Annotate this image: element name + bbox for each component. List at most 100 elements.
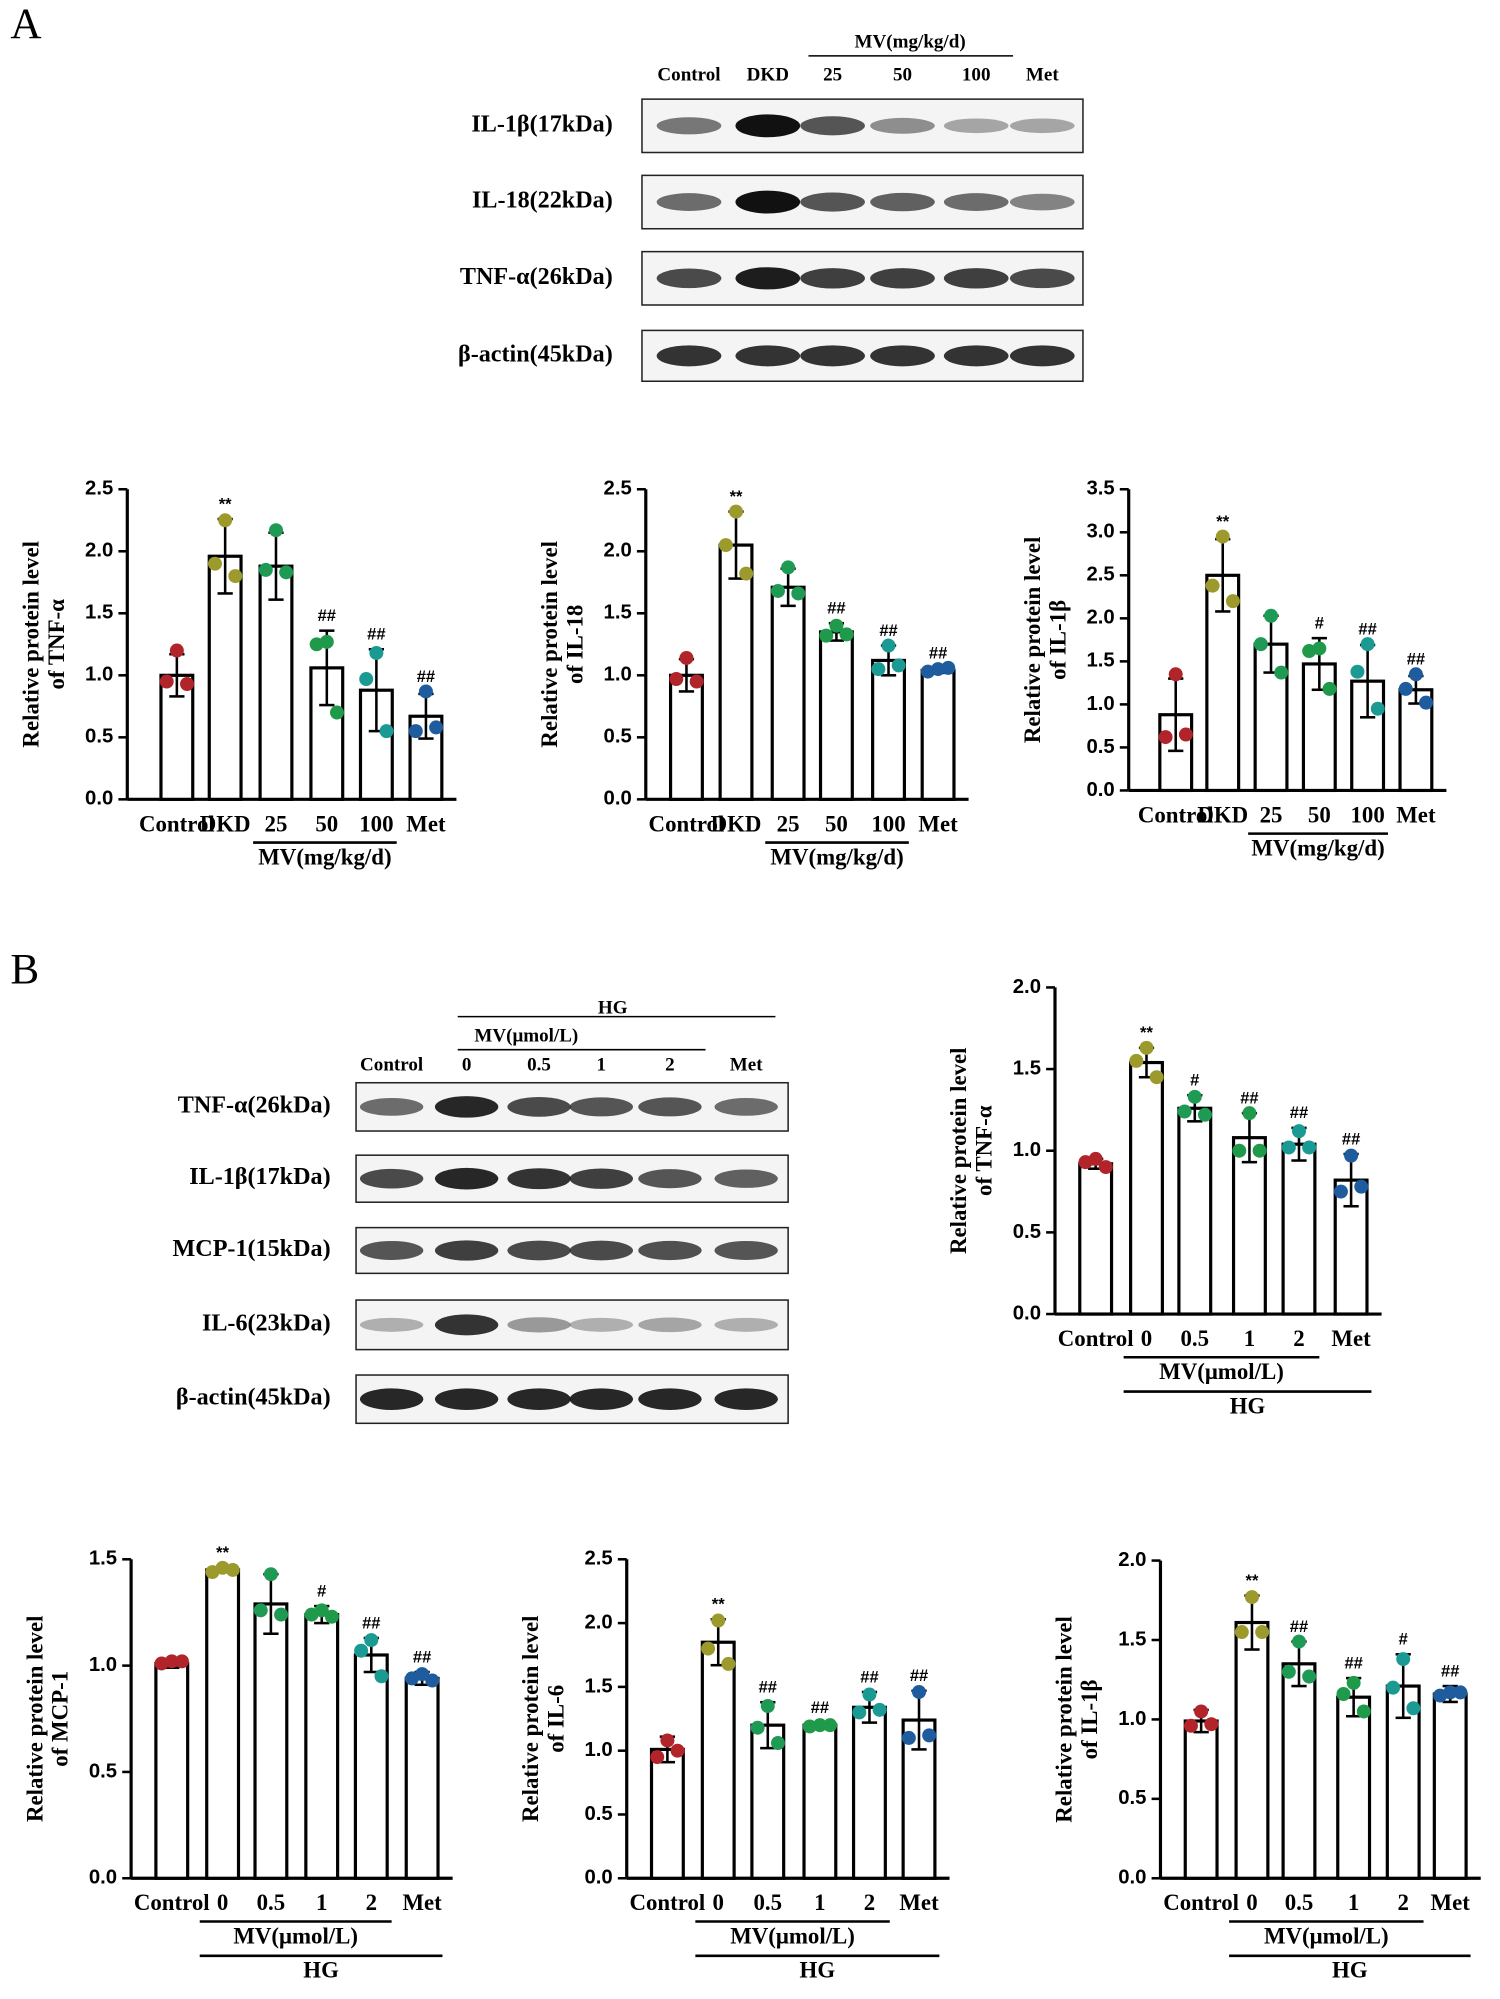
significance: ## xyxy=(362,1613,380,1632)
data-point xyxy=(1264,608,1279,623)
lane-label: Control xyxy=(657,65,720,86)
y-tick-label: 3.5 xyxy=(1086,478,1114,500)
group-label: HG xyxy=(1332,1958,1368,1983)
y-tick-label: 0.0 xyxy=(1118,1867,1146,1889)
data-point xyxy=(650,1750,665,1765)
data-point xyxy=(1281,1140,1296,1155)
x-tick-label: 0.5 xyxy=(1285,1890,1314,1915)
blot-band xyxy=(656,345,722,367)
group-label: MV(μmol/L) xyxy=(233,1923,358,1948)
bar xyxy=(1129,1060,1164,1316)
significance: ## xyxy=(879,621,897,640)
data-point xyxy=(1346,1675,1361,1690)
blot-band xyxy=(638,1169,702,1189)
blot-band xyxy=(569,1388,633,1410)
data-point xyxy=(408,724,423,739)
significance: ## xyxy=(827,599,845,618)
x-tick-label: DKD xyxy=(711,811,762,836)
significance: ** xyxy=(712,1595,725,1614)
data-point xyxy=(941,660,956,675)
x-tick-label: Met xyxy=(402,1890,442,1915)
data-point xyxy=(872,1702,887,1717)
bar xyxy=(253,1602,289,1880)
blot-band xyxy=(507,1168,571,1190)
data-point xyxy=(268,523,283,538)
data-point xyxy=(324,1609,339,1624)
y-tick-label: 0.0 xyxy=(89,1867,117,1889)
x-tick-label: Control xyxy=(1138,802,1214,827)
blot-band xyxy=(1009,345,1075,367)
data-point xyxy=(1292,1124,1306,1139)
bar xyxy=(1281,1142,1317,1316)
data-point xyxy=(920,664,935,679)
x-tick-label: 0 xyxy=(217,1890,228,1915)
blot-band xyxy=(943,345,1009,367)
blot-band xyxy=(656,268,722,289)
group-label: MV(mg/kg/d) xyxy=(770,844,903,869)
blot-row-label: IL-1β(17kDa) xyxy=(471,110,612,137)
data-point xyxy=(781,560,796,575)
data-point xyxy=(369,645,384,660)
blot-band xyxy=(1009,118,1075,134)
data-point xyxy=(819,628,834,643)
lane-label: Control xyxy=(360,1055,423,1076)
bar xyxy=(205,1568,241,1880)
data-point xyxy=(154,1656,169,1671)
data-point xyxy=(823,1718,838,1733)
y-tick-label: 1.5 xyxy=(604,602,632,624)
blot-band xyxy=(638,1317,702,1333)
blot-row-label: TNF-α(26kDa) xyxy=(460,263,613,290)
data-point xyxy=(1205,578,1220,593)
chart: 0.0 0.5 1.0 1.5 Relative protein level of MCP… xyxy=(22,1543,453,1983)
bar xyxy=(1078,1162,1114,1316)
y-axis-label: Relative protein level xyxy=(518,1616,543,1823)
data-point xyxy=(1370,701,1385,716)
data-point xyxy=(1232,1143,1247,1158)
data-point xyxy=(689,674,704,689)
y-axis-label: Relative protein level xyxy=(1020,537,1045,744)
blot-band xyxy=(359,1097,424,1116)
bar xyxy=(770,585,806,801)
x-tick-label: Met xyxy=(918,811,958,836)
blot-band xyxy=(714,1169,778,1188)
y-axis-label: of TNF-α xyxy=(972,1105,997,1196)
lane-label: Met xyxy=(730,1055,763,1076)
y-tick-label: 1.5 xyxy=(85,602,113,624)
data-point xyxy=(770,1736,785,1751)
blot-band xyxy=(714,1240,778,1261)
data-point xyxy=(750,1720,765,1735)
y-axis-label: Relative protein level xyxy=(1052,1616,1077,1823)
y-tick-label: 1.5 xyxy=(1086,650,1114,672)
data-point xyxy=(1178,727,1193,742)
blot-band xyxy=(1009,193,1075,211)
data-point xyxy=(1333,1184,1348,1199)
significance: # xyxy=(1190,1071,1199,1090)
y-tick-label: 2.5 xyxy=(584,1548,612,1570)
blot-band xyxy=(434,1314,499,1336)
blot-band xyxy=(359,1240,424,1261)
blot-group-label: MV(mg/kg/d) xyxy=(855,32,966,53)
group-label: HG xyxy=(800,1958,836,1983)
y-tick-label: 0.5 xyxy=(604,726,632,748)
data-point xyxy=(1253,637,1268,652)
bar xyxy=(1234,1620,1270,1880)
blot-band xyxy=(714,1317,778,1332)
significance: ## xyxy=(1407,650,1425,669)
bar xyxy=(920,668,956,801)
data-point xyxy=(1406,1701,1421,1716)
significance: ## xyxy=(413,1647,431,1666)
lane-label: Met xyxy=(1026,65,1059,86)
blot-band xyxy=(638,1097,702,1117)
blot-row-label: TNF-α(26kDa) xyxy=(178,1091,331,1118)
data-point xyxy=(258,562,273,577)
x-tick-label: 1 xyxy=(814,1890,825,1915)
blot-band xyxy=(569,1317,633,1332)
x-tick-label: 0.5 xyxy=(754,1890,783,1915)
data-point xyxy=(180,677,195,691)
x-tick-label: Control xyxy=(1163,1890,1239,1915)
data-point xyxy=(1344,1148,1359,1163)
significance: ** xyxy=(1246,1571,1259,1590)
data-point xyxy=(660,1733,675,1748)
significance: ## xyxy=(1358,620,1376,639)
y-tick-label: 0.0 xyxy=(85,788,113,810)
